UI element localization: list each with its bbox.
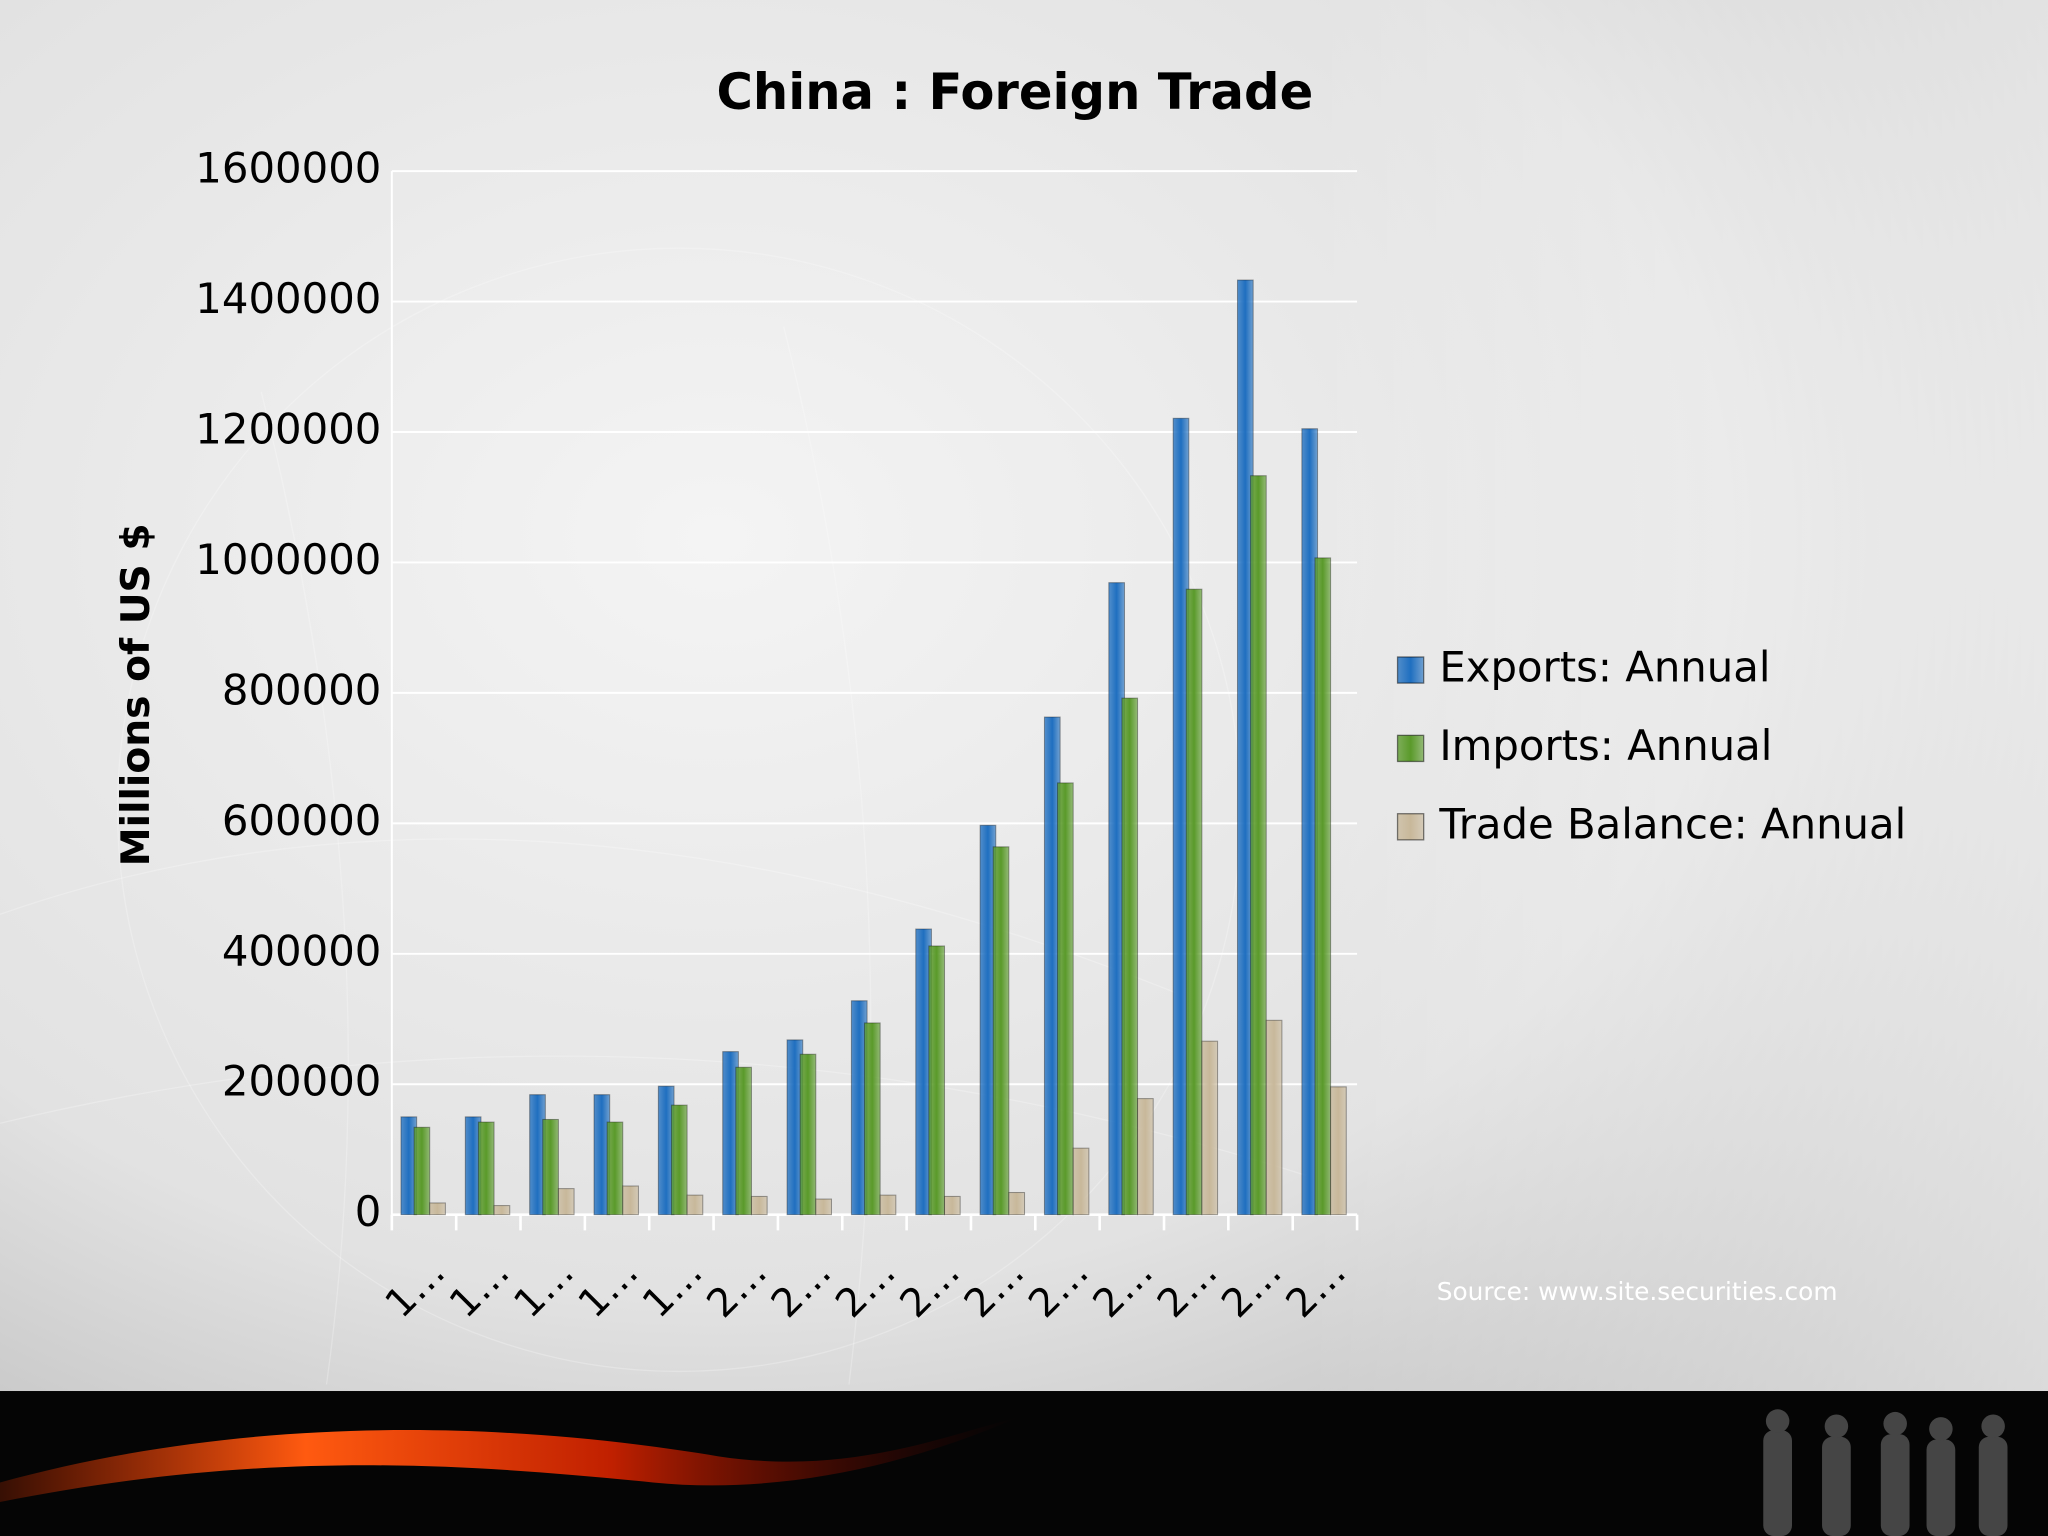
bar [943, 1195, 961, 1216]
y-tick-label: 400000 [222, 926, 382, 975]
people-silhouettes [1763, 1409, 2008, 1536]
y-tick-label: 600000 [222, 796, 382, 845]
bar [799, 1053, 817, 1216]
background-fade [1306, 0, 2048, 1392]
bar [1201, 1040, 1219, 1216]
bar [686, 1194, 704, 1216]
bar [863, 1022, 881, 1216]
bar [750, 1195, 768, 1216]
y-tick-label: 1000000 [195, 535, 381, 584]
legend-label: Exports: Annual [1439, 643, 1770, 692]
legend-swatch [1396, 656, 1425, 684]
chart-title: China : Foreign Trade [716, 63, 1313, 121]
footer-swoosh [0, 1417, 1019, 1503]
bar [992, 846, 1010, 1216]
bar [928, 945, 946, 1216]
source-note: Source: www.site.securities.com [1437, 1277, 1838, 1306]
y-tick-label: 200000 [222, 1057, 382, 1106]
bar [493, 1205, 511, 1216]
y-tick-label: 0 [355, 1187, 382, 1236]
bar [1072, 1147, 1090, 1216]
bar [1265, 1019, 1283, 1216]
bar [413, 1126, 431, 1216]
bar [1137, 1098, 1154, 1216]
bar [429, 1202, 446, 1216]
legend-label: Trade Balance: Annual [1438, 799, 1906, 848]
bar [1008, 1191, 1026, 1216]
y-tick-label: 800000 [222, 665, 382, 714]
bar [1330, 1086, 1347, 1216]
bar [477, 1121, 495, 1216]
bar [1057, 782, 1074, 1216]
bar [1314, 557, 1332, 1216]
y-axis-label: Millions of US $ [114, 523, 159, 866]
y-tick-label: 1400000 [195, 274, 381, 323]
bar [622, 1185, 639, 1216]
bar [735, 1066, 752, 1216]
bar [606, 1121, 624, 1216]
bar [557, 1188, 575, 1216]
bar [1250, 475, 1267, 1216]
legend-swatch [1396, 813, 1425, 841]
bar [542, 1118, 559, 1216]
bar [879, 1194, 897, 1216]
y-tick-label: 1600000 [195, 144, 381, 193]
bar [815, 1198, 832, 1216]
bar [1185, 588, 1203, 1216]
legend-swatch [1396, 734, 1425, 763]
y-tick-label: 1200000 [195, 405, 381, 454]
legend-label: Imports: Annual [1439, 721, 1772, 770]
bar [670, 1104, 688, 1216]
bar [1121, 697, 1139, 1216]
